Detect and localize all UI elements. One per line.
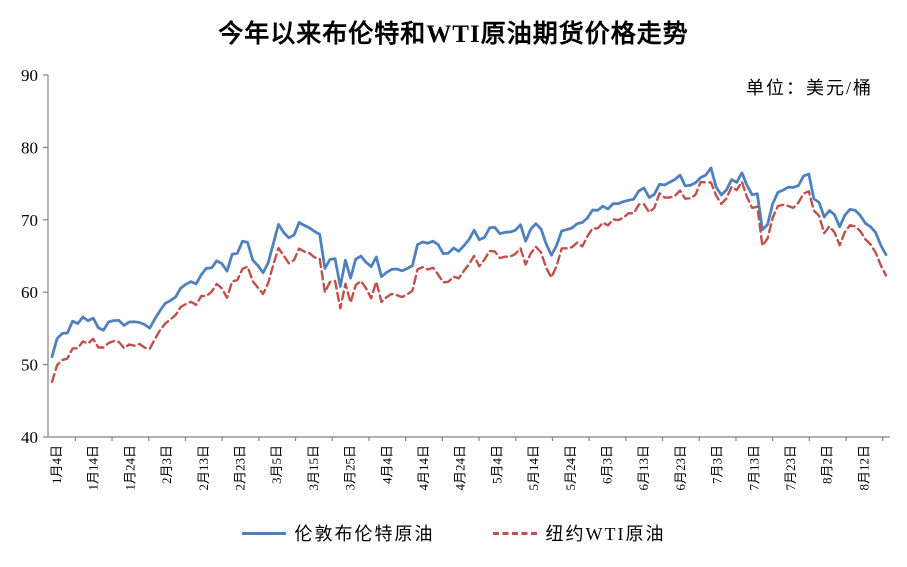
x-tick-label: 5月24日 xyxy=(563,445,578,491)
x-tick-label: 6月3日 xyxy=(600,445,615,484)
legend-label-brent: 伦敦布伦特原油 xyxy=(294,524,435,544)
units-label: 单位：美元/桶 xyxy=(745,78,873,98)
x-tick-label: 7月13日 xyxy=(746,445,761,491)
x-tick-label: 8月2日 xyxy=(820,445,835,484)
x-tick-label: 3月25日 xyxy=(343,445,358,491)
legend: 伦敦布伦特原油 纽约WTI原油 xyxy=(0,520,907,546)
x-tick-label: 2月23日 xyxy=(233,445,248,491)
x-tick-label: 4月14日 xyxy=(416,445,431,491)
y-tick-label: 70 xyxy=(21,211,38,230)
brent-line-swatch xyxy=(241,531,286,535)
x-tick-label: 1月14日 xyxy=(86,445,101,491)
x-tick-label: 1月4日 xyxy=(49,445,64,484)
legend-item-wti: 纽约WTI原油 xyxy=(492,520,666,546)
x-tick-label: 3月15日 xyxy=(306,445,321,491)
x-tick-label: 3月5日 xyxy=(269,445,284,484)
x-tick-label: 8月12日 xyxy=(856,445,871,491)
x-tick-label: 2月3日 xyxy=(159,445,174,484)
y-tick-label: 90 xyxy=(21,66,38,85)
y-tick-label: 40 xyxy=(21,428,38,447)
x-tick-label: 6月13日 xyxy=(636,445,651,491)
x-tick-label: 1月24日 xyxy=(122,445,137,491)
y-tick-label: 80 xyxy=(21,138,38,157)
x-tick-label: 2月13日 xyxy=(196,445,211,491)
x-tick-label: 6月23日 xyxy=(673,445,688,491)
x-tick-label: 4月24日 xyxy=(453,445,468,491)
x-tick-label: 4月4日 xyxy=(379,445,394,484)
series-line-wti xyxy=(50,180,888,383)
y-tick-label: 50 xyxy=(21,356,38,375)
legend-label-wti: 纽约WTI原油 xyxy=(545,524,666,544)
x-tick-label: 7月23日 xyxy=(783,445,798,491)
x-tick-label: 5月4日 xyxy=(489,445,504,484)
legend-item-brent: 伦敦布伦特原油 xyxy=(241,520,435,546)
x-tick-label: 5月14日 xyxy=(526,445,541,491)
x-tick-label: 7月3日 xyxy=(710,445,725,484)
y-tick-label: 60 xyxy=(21,283,38,302)
chart-title: 今年以来布伦特和WTI原油期货价格走势 xyxy=(218,21,689,48)
wti-line-swatch xyxy=(492,531,537,535)
series-line-brent xyxy=(50,166,888,359)
